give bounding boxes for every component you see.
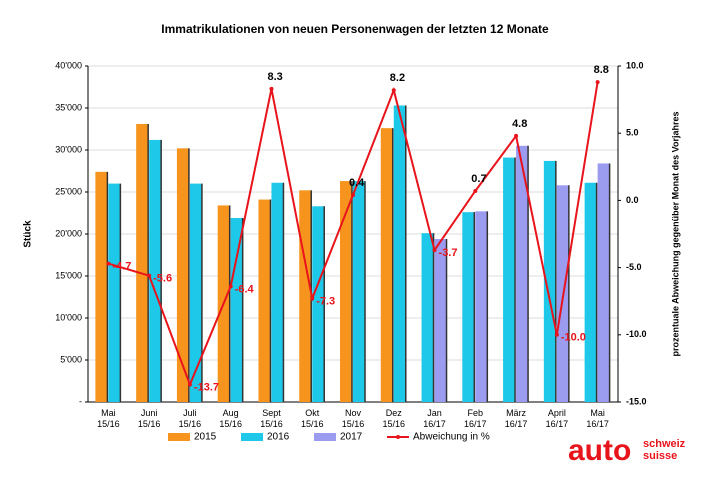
y2-tick-label: -15.0 bbox=[626, 396, 647, 406]
data-label: 0.4 bbox=[349, 177, 365, 189]
y-tick-label: 10'000 bbox=[55, 312, 82, 322]
bar bbox=[421, 233, 434, 402]
bar bbox=[434, 239, 447, 402]
chart-title: Immatrikulationen von neuen Personenwage… bbox=[161, 22, 549, 36]
data-label: 8.2 bbox=[390, 72, 405, 84]
logo-line: suisse bbox=[643, 450, 677, 462]
line-point bbox=[595, 80, 600, 85]
bar bbox=[108, 183, 121, 402]
logo-line: schweiz bbox=[643, 438, 686, 450]
bar bbox=[230, 218, 243, 402]
line-point bbox=[106, 261, 111, 266]
line-point bbox=[269, 86, 274, 91]
bar bbox=[136, 123, 149, 403]
data-label: 4.8 bbox=[512, 118, 527, 130]
y2-tick-label: -10.0 bbox=[626, 329, 647, 339]
bar bbox=[340, 181, 352, 402]
line-point bbox=[147, 273, 152, 278]
y-tick-label: 40'000 bbox=[55, 60, 82, 70]
data-label: -10.0 bbox=[561, 332, 586, 344]
data-label: -4.7 bbox=[112, 260, 131, 272]
legend-swatch bbox=[168, 433, 190, 441]
y2-tick-label: 10.0 bbox=[626, 60, 644, 70]
data-label: 8.3 bbox=[267, 71, 282, 83]
bar bbox=[299, 190, 312, 402]
x-tick-label: Mai 16/17 bbox=[586, 408, 609, 429]
logo-main: auto bbox=[568, 434, 631, 467]
x-tick-label: Mai 15/16 bbox=[97, 408, 120, 429]
y2-tick-label: 5.0 bbox=[626, 128, 639, 138]
legend-label: 2017 bbox=[340, 432, 363, 443]
x-tick-label: Okt 15/16 bbox=[300, 408, 324, 429]
bar bbox=[312, 206, 325, 402]
y-tick-label: 35'000 bbox=[55, 102, 82, 112]
bar bbox=[393, 105, 406, 402]
bar bbox=[149, 139, 162, 403]
bar bbox=[380, 128, 393, 402]
line-point bbox=[351, 193, 355, 198]
bar bbox=[475, 211, 488, 402]
bar bbox=[516, 145, 529, 403]
x-tick-label: Feb 16/17 bbox=[464, 408, 487, 429]
y-tick-label: 25'000 bbox=[55, 186, 82, 196]
y-axis-label: Stück bbox=[23, 220, 34, 248]
bar bbox=[189, 183, 202, 402]
y-tick-label: - bbox=[79, 396, 82, 406]
y2-tick-label: 0.0 bbox=[626, 195, 639, 205]
line-point bbox=[432, 248, 437, 253]
line-point bbox=[391, 88, 396, 93]
bar bbox=[462, 212, 475, 402]
bar bbox=[176, 148, 189, 402]
y2-tick-label: -5.0 bbox=[626, 262, 642, 272]
data-label: -7.3 bbox=[316, 295, 335, 307]
legend-swatch bbox=[314, 433, 336, 441]
bar bbox=[271, 182, 284, 402]
bar bbox=[584, 182, 597, 402]
x-tick-label: Sept 15/16 bbox=[260, 408, 283, 429]
line-point bbox=[187, 382, 192, 387]
line-point bbox=[228, 284, 233, 289]
x-tick-label: Aug 15/16 bbox=[219, 408, 242, 429]
data-label: -3.7 bbox=[439, 247, 458, 259]
x-tick-label: Jan 16/17 bbox=[423, 408, 446, 429]
legend-label: Abweichung in % bbox=[413, 432, 490, 443]
bar bbox=[543, 160, 556, 402]
data-label: -13.7 bbox=[194, 381, 219, 393]
bar bbox=[258, 199, 271, 402]
y-tick-label: 15'000 bbox=[55, 270, 82, 280]
bar bbox=[503, 157, 516, 402]
x-tick-label: Juni 15/16 bbox=[137, 408, 161, 429]
data-label: 0.7 bbox=[471, 173, 486, 185]
line-point bbox=[473, 188, 478, 193]
legend-swatch bbox=[396, 435, 400, 439]
legend-label: 2016 bbox=[267, 432, 290, 443]
y-tick-label: 30'000 bbox=[55, 144, 82, 154]
bar bbox=[353, 181, 365, 402]
x-tick-label: April 16/17 bbox=[545, 408, 569, 429]
bar bbox=[597, 163, 610, 402]
bar bbox=[95, 171, 108, 402]
legend-swatch bbox=[241, 433, 263, 441]
x-tick-label: März 16/17 bbox=[504, 408, 528, 429]
x-tick-label: Dez 15/16 bbox=[382, 408, 406, 429]
line-point bbox=[310, 296, 315, 301]
x-tick-label: Juli 15/16 bbox=[178, 408, 202, 429]
line-point bbox=[554, 332, 559, 337]
y-tick-label: 20'000 bbox=[55, 228, 82, 238]
legend-label: 2015 bbox=[194, 432, 217, 443]
y-tick-label: 5'000 bbox=[60, 354, 82, 364]
x-tick-label: Nov 15/16 bbox=[341, 408, 365, 429]
y2-axis-label: prozentuale Abweichung gegenüber Monat d… bbox=[670, 111, 680, 356]
data-label: -6.4 bbox=[235, 283, 255, 295]
line-point bbox=[514, 133, 519, 138]
data-label: 8.8 bbox=[594, 64, 609, 76]
data-label: -5.6 bbox=[153, 273, 172, 285]
